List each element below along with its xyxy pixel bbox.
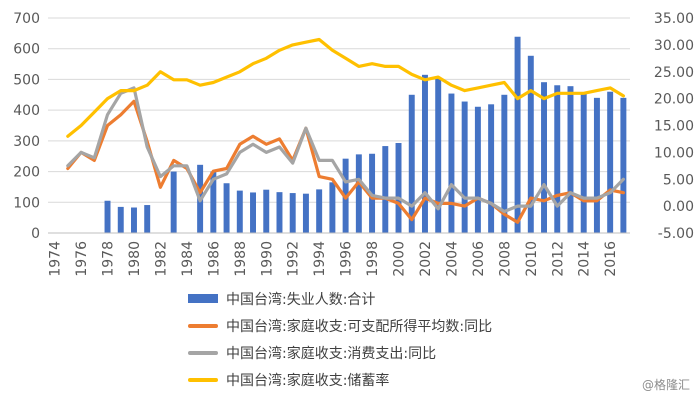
legend-label-savings-rate: 中国台湾:家庭收支:储蓄率 <box>226 372 390 389</box>
bar <box>355 154 362 233</box>
y-left-tick-label: 100 <box>13 195 40 211</box>
y-left-tick-label: 300 <box>13 134 40 150</box>
y-right-tick-label: 15.00 <box>654 119 694 135</box>
bar <box>527 55 534 234</box>
bar <box>488 104 495 233</box>
bar <box>382 146 389 233</box>
x-tick-label: 2004 <box>444 241 460 277</box>
x-tick-label: 1974 <box>48 241 64 277</box>
bar <box>210 171 217 233</box>
bar <box>422 74 428 233</box>
y-right-tick-label: 35.00 <box>654 11 694 27</box>
bar <box>289 193 296 233</box>
x-tick-label: 1990 <box>259 241 275 277</box>
x-tick-label: 2008 <box>497 241 513 277</box>
y-right-tick-label: 0.00 <box>663 199 694 215</box>
bar <box>408 94 415 234</box>
x-tick-label: 1994 <box>312 241 328 277</box>
bar <box>567 86 574 233</box>
bar <box>104 200 111 233</box>
y-right-tick-label: 30.00 <box>654 38 694 54</box>
x-tick-label: 2006 <box>471 241 487 277</box>
bar <box>236 190 243 233</box>
legend-label-consumption-yoy: 中国台湾:家庭收支:消费支出:同比 <box>226 345 437 362</box>
bar <box>554 85 561 233</box>
x-tick-label: 2016 <box>603 241 619 277</box>
x-tick-label: 1988 <box>233 241 249 277</box>
x-tick-label: 1992 <box>286 241 302 277</box>
x-tick-label: 1986 <box>206 241 222 277</box>
legend-item-savings-rate: 中国台湾:家庭收支:储蓄率 <box>188 366 492 393</box>
legend-swatch-disposable-income-yoy <box>188 323 218 328</box>
bar <box>580 92 587 233</box>
y-right-tick-label: 10.00 <box>654 145 694 161</box>
bar <box>474 106 481 233</box>
y-left-tick-label: 400 <box>13 103 40 119</box>
series-line <box>66 86 625 214</box>
bar <box>448 93 455 233</box>
x-tick-label: 1976 <box>74 241 90 277</box>
x-tick-label: 2002 <box>418 241 434 277</box>
bar <box>276 192 283 233</box>
y-left-tick-label: 500 <box>13 72 40 88</box>
bar <box>144 205 151 233</box>
bar <box>302 193 309 233</box>
bar <box>593 97 600 233</box>
bar <box>514 36 521 233</box>
bar <box>329 182 336 233</box>
legend-item-consumption-yoy: 中国台湾:家庭收支:消费支出:同比 <box>188 339 492 366</box>
x-tick-label: 2012 <box>550 241 566 277</box>
y-right-tick-label: 25.00 <box>654 65 694 81</box>
bar <box>263 189 270 233</box>
bar <box>316 189 323 233</box>
line-series <box>66 37 625 224</box>
x-tick-label: 1980 <box>127 241 143 277</box>
x-tick-label: 1984 <box>180 241 196 277</box>
bar <box>607 91 614 233</box>
legend-swatch-savings-rate <box>188 377 218 382</box>
y-right-tick-label: 5.00 <box>663 172 694 188</box>
legend-swatch-unemployment <box>188 294 218 303</box>
axes: 0 100 200 300 400 500 600 700 -5.00 0.00 5.00 10.00… <box>13 11 694 277</box>
x-tick-label: 1982 <box>153 241 169 277</box>
bar <box>541 82 547 233</box>
legend-label-unemployment: 中国台湾:失业人数:合计 <box>226 291 376 308</box>
series-line <box>66 37 625 138</box>
x-tick-label: 2014 <box>577 241 593 277</box>
bar <box>117 206 124 233</box>
y-left-tick-label: 600 <box>13 42 40 58</box>
x-tick-label: 1998 <box>365 241 381 277</box>
bar <box>170 171 177 233</box>
bar <box>461 101 468 234</box>
x-tick-label: 2010 <box>524 241 540 277</box>
bar <box>223 183 230 233</box>
bar <box>501 94 508 234</box>
bar <box>131 207 137 233</box>
x-tick-label: 1978 <box>101 241 117 277</box>
x-tick-label: 2000 <box>392 241 408 277</box>
y-right-tick-label: 20.00 <box>654 92 694 108</box>
x-tick-label: 1996 <box>339 241 355 277</box>
y-left-tick-label: 700 <box>13 11 40 27</box>
y-left-tick-label: 200 <box>13 165 40 181</box>
legend-swatch-consumption-yoy <box>188 350 218 355</box>
bar <box>395 143 402 233</box>
legend-item-unemployment: 中国台湾:失业人数:合计 <box>188 285 492 312</box>
y-left-tick-label: 0 <box>31 226 40 242</box>
bar <box>250 192 256 233</box>
legend-item-disposable-income-yoy: 中国台湾:家庭收支:可支配所得平均数:同比 <box>188 312 492 339</box>
y-right-tick-label: -5.00 <box>658 226 694 242</box>
watermark: @格隆汇 <box>641 378 690 392</box>
bar <box>435 78 442 233</box>
series-line <box>66 99 625 224</box>
legend-label-disposable-income-yoy: 中国台湾:家庭收支:可支配所得平均数:同比 <box>226 318 493 335</box>
bar <box>620 97 627 233</box>
legend: 中国台湾:失业人数:合计 中国台湾:家庭收支:可支配所得平均数:同比 中国台湾:… <box>188 285 492 393</box>
